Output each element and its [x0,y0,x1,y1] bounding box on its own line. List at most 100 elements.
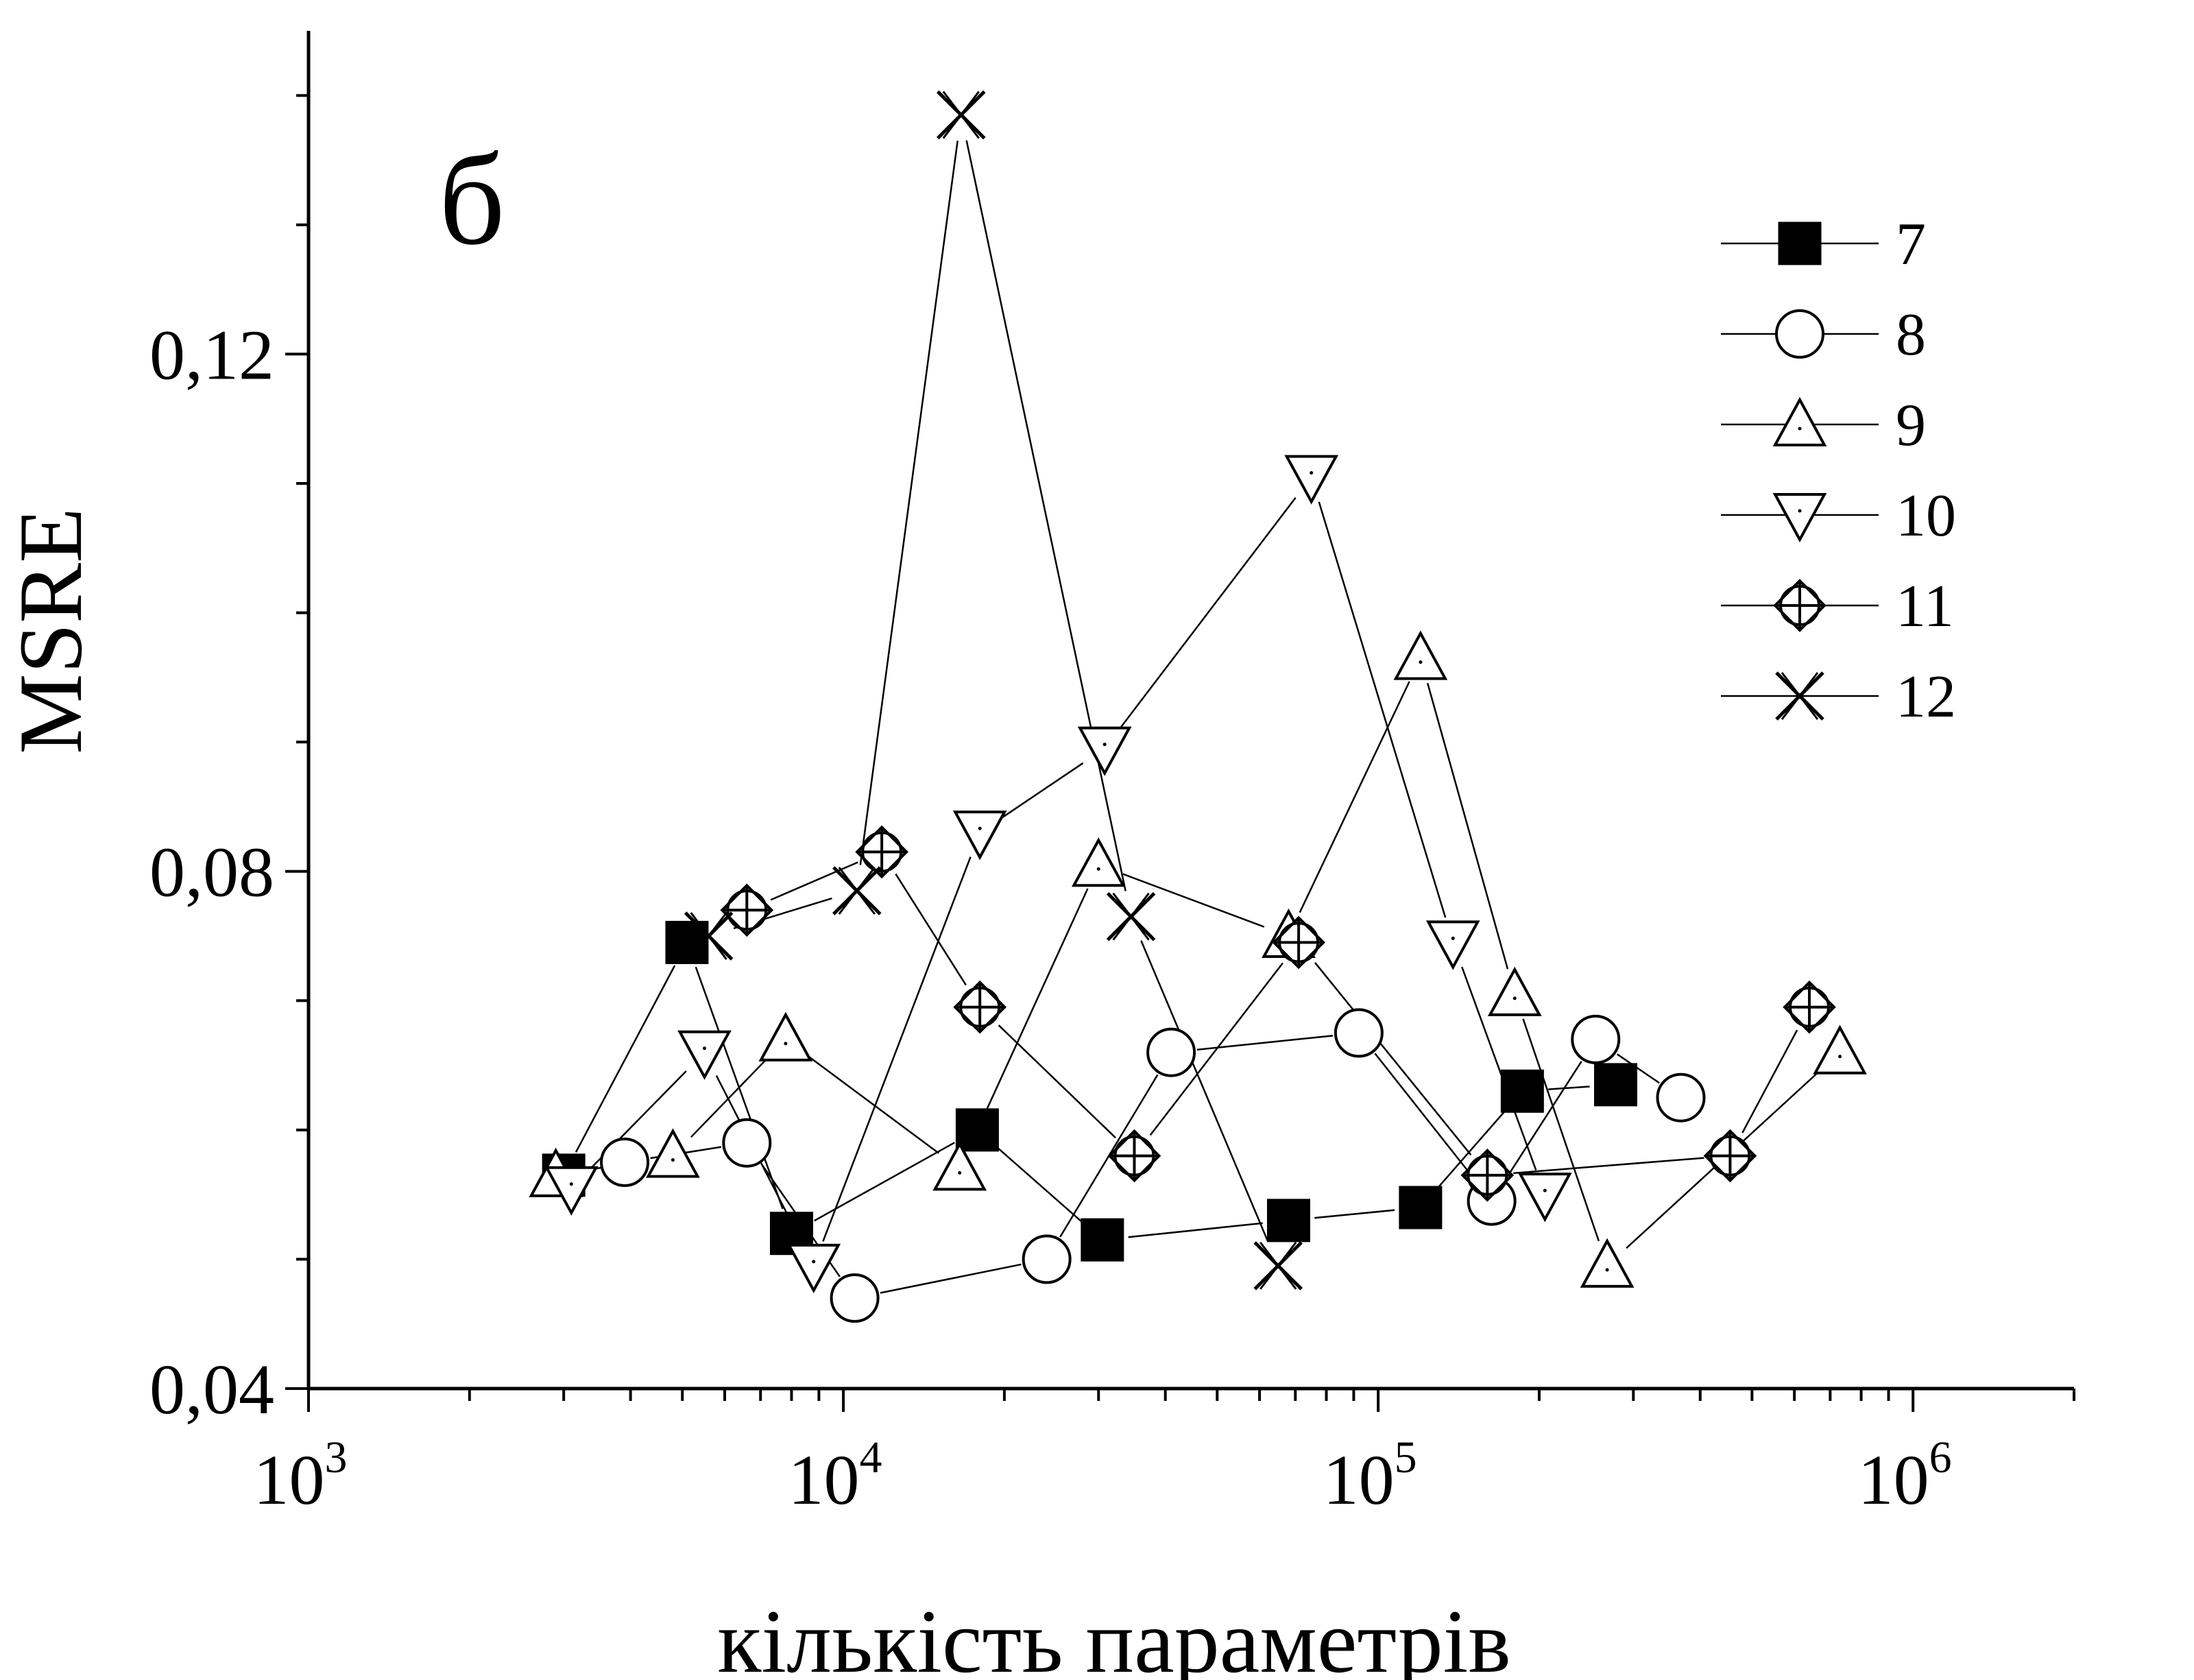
legend-label: 12 [1896,664,1956,730]
legend-item-11: 11 [1721,573,1954,640]
legend-item-9: 9 [1721,392,1926,459]
legend: 7 8 9 10 11 12 [1721,211,1956,730]
series-segment-9 [1122,873,1265,928]
x-axis-title: кількість параметрів [717,1591,1510,1680]
legend-item-7: 7 [1721,211,1926,278]
data-point-series-11 [1703,1129,1757,1183]
series-segment-9 [969,888,1089,1146]
data-point-series-12 [832,866,882,915]
series-segment-9 [690,1057,769,1138]
series-segment-12 [859,141,959,865]
series-segment-9 [806,1054,939,1154]
legend-item-12: 12 [1721,664,1956,730]
legend-label: 8 [1896,302,1926,368]
series-segment-10 [1120,497,1297,729]
data-point-series-7 [1266,1199,1310,1243]
data-point-series-8 [1146,1027,1196,1077]
series-segment-8 [1374,1053,1477,1181]
legend-item-8: 8 [1721,302,1926,368]
series-segment-12 [1140,940,1269,1243]
legend-label: 7 [1896,211,1926,278]
data-point-series-10 [1425,920,1480,970]
series-segment-11 [895,873,967,986]
data-point-series-11 [953,980,1007,1034]
data-point-series-9 [1813,1024,1867,1075]
data-point-series-9 [1580,1238,1635,1288]
y-tick-label: 0,08 [149,833,274,912]
data-point-series-11 [1272,915,1325,970]
series-segment-8 [1616,1053,1660,1084]
series-segment-8 [880,1263,1022,1294]
legend-label: 9 [1896,392,1926,459]
y-tick-label: 0,04 [149,1350,274,1429]
data-point-series-9 [1393,630,1448,680]
y-tick-label: 0,12 [149,315,274,394]
series-lines [575,140,1822,1294]
data-point-series-8 [1022,1234,1072,1284]
data-point-series-8 [722,1118,772,1168]
legend-item-10: 10 [1721,483,1956,549]
data-point-series-9 [1487,966,1542,1016]
data-point-series-8 [1334,1008,1384,1058]
series-segment-10 [1001,762,1084,819]
series-segment-10 [822,856,972,1242]
data-point-series-7 [1594,1063,1638,1107]
axes: 103 104 105 106 0,04 0,08 0,12 [149,31,2075,1520]
series-segment-11 [770,861,858,901]
series-segment-11 [1314,962,1472,1156]
series-segment-10 [1318,501,1447,918]
legend-marker-8 [1775,309,1824,359]
data-point-series-7 [1399,1186,1443,1229]
series-segment-7 [1128,1222,1263,1238]
data-point-series-11 [720,883,774,937]
data-point-series-10 [1077,726,1132,776]
data-point-series-12 [936,90,986,140]
data-point-series-8 [1656,1072,1706,1123]
data-point-series-7 [955,1108,999,1152]
data-point-series-11 [1460,1149,1515,1202]
data-point-series-12 [1106,891,1156,941]
series-segment-11 [1513,1157,1704,1175]
legend-marker-7 [1778,221,1822,265]
data-point-series-7 [1081,1218,1124,1262]
series-segment-10 [1461,966,1537,1171]
data-point-series-9 [1071,837,1126,887]
data-point-series-8 [830,1273,880,1323]
data-point-series-10 [952,811,1007,861]
series-segment-11 [1149,962,1283,1136]
data-point-series-11 [855,825,908,879]
series-segment-7 [575,965,676,1153]
data-point-series-9 [758,1011,813,1061]
series-segment-8 [1196,1035,1334,1051]
data-point-series-10 [786,1243,841,1294]
series-segment-7 [1548,1085,1590,1090]
data-point-series-8 [600,1138,650,1187]
data-point-series-12 [1253,1241,1303,1291]
data-point-series-10 [677,1030,732,1080]
data-point-series-8 [1571,1014,1621,1064]
series-segment-9 [1426,682,1509,970]
legend-marker-10 [1772,493,1827,543]
series-segment-11 [998,1024,1116,1139]
data-point-series-10 [1517,1173,1572,1223]
data-point-series-9 [646,1128,700,1178]
series-segment-11 [1741,1029,1798,1133]
y-axis-title: MSRE [0,507,101,754]
legend-marker-9 [1772,396,1827,446]
x-tick-label: 104 [788,1432,882,1520]
series-segment-9 [1299,681,1410,913]
series-segment-12 [965,140,1126,891]
series-segment-9 [1522,1018,1600,1242]
series-segment-7 [996,1146,1084,1224]
series-segment-7 [814,1142,955,1222]
legend-marker-12 [1775,671,1824,721]
data-point-series-11 [1783,980,1836,1034]
data-point-series-7 [1500,1069,1544,1113]
data-point-series-10 [544,1166,599,1216]
series-markers [529,90,1867,1323]
legend-label: 10 [1896,483,1956,549]
legend-label: 11 [1896,573,1954,640]
data-point-series-10 [1284,455,1339,505]
series-segment-7 [1436,1110,1506,1189]
